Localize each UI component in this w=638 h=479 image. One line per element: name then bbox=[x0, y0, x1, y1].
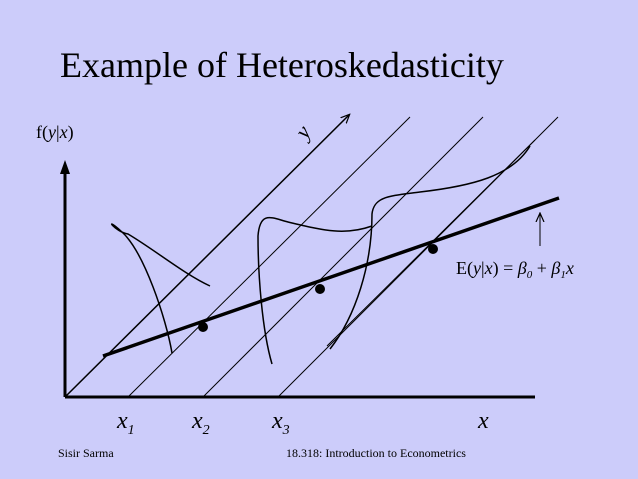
guide-line-x2 bbox=[202, 116, 484, 398]
mean-dot-x2 bbox=[315, 284, 325, 294]
vertical-axis-label: f(y|x) bbox=[36, 122, 74, 143]
mean-dot-x3 bbox=[428, 244, 438, 254]
x-marker-1: x1 bbox=[116, 408, 135, 438]
density-curve-x1 bbox=[110, 223, 211, 354]
regression-line bbox=[102, 196, 560, 358]
x-marker-2: x2 bbox=[191, 408, 210, 438]
horizontal-axis-label: x bbox=[477, 408, 489, 434]
footer-author: Sisir Sarma bbox=[58, 446, 114, 460]
footer-course: 18.318: Introduction to Econometrics bbox=[286, 446, 466, 460]
regression-label: E(y|x) = β0 + β1x bbox=[456, 258, 574, 281]
density-curve-x2 bbox=[257, 217, 373, 365]
x-marker-3: x3 bbox=[271, 408, 290, 438]
depth-axis-label: y bbox=[288, 120, 315, 144]
vertical-axis-arrowhead bbox=[60, 160, 70, 174]
guide-line-x1 bbox=[127, 116, 411, 398]
depth-axis bbox=[64, 115, 349, 398]
density-curve-x3 bbox=[329, 145, 531, 350]
mean-dot-x1 bbox=[198, 322, 208, 332]
slide-title: Example of Heteroskedasticity bbox=[60, 45, 504, 85]
